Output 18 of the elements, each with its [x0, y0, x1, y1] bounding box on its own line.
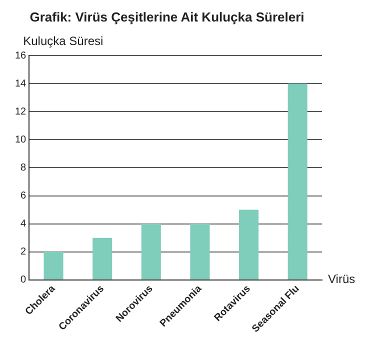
y-tick-label: 6	[20, 190, 27, 202]
y-tick-label: 0	[20, 274, 27, 286]
y-tick-label: 10	[15, 134, 27, 146]
x-axis-title: Virüs	[328, 272, 356, 286]
y-tick-label: 4	[20, 218, 27, 230]
bar	[44, 252, 64, 280]
y-tick-label: 8	[20, 162, 27, 174]
bar	[141, 224, 161, 280]
bar	[288, 84, 308, 280]
y-tick-label: 12	[15, 106, 27, 118]
y-tick-label: 16	[15, 50, 27, 62]
bar	[239, 210, 259, 280]
y-tick-label: 2	[20, 246, 27, 258]
bar	[190, 224, 210, 280]
chart-title: Grafik: Virüs Çeşitlerine Ait Kuluçka Süreleri	[30, 9, 304, 24]
bar	[92, 238, 112, 280]
y-tick-label: 14	[15, 78, 27, 90]
y-axis-title: Kuluçka Süresi	[23, 34, 104, 48]
